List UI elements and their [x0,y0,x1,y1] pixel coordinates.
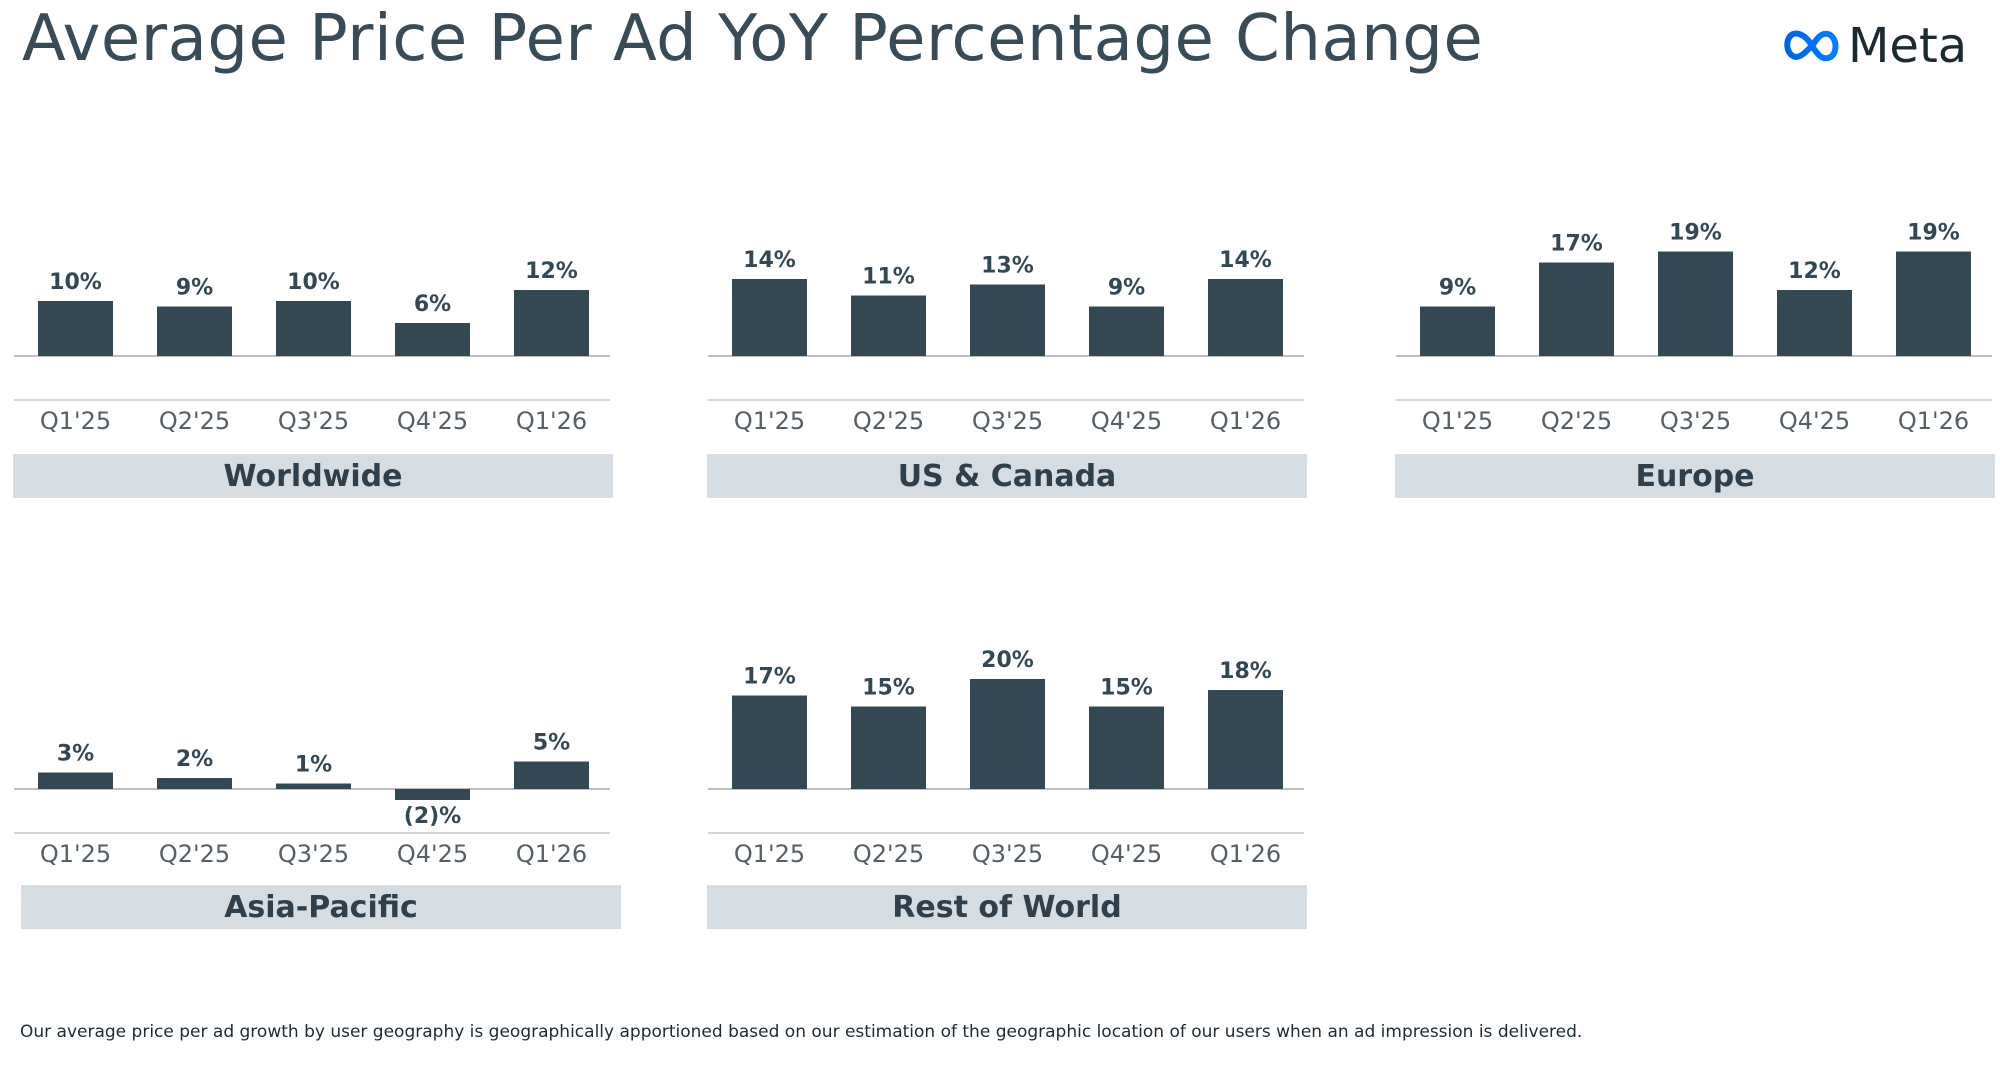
x-tick-label: Q3'25 [1660,407,1731,435]
x-tick-label: Q1'25 [734,407,805,435]
data-label: 5% [533,731,570,756]
data-label: 12% [525,259,578,284]
x-tick-label: Q3'25 [278,840,349,868]
bar-asia-pacific-5 [514,761,589,789]
bar-rest-of-world-1 [732,695,807,789]
data-label: 17% [743,665,796,690]
brand-logo: Meta [1782,18,1967,74]
data-label: 6% [414,292,451,317]
data-label: 14% [743,248,796,273]
chart-label-us-canada: US & Canada [707,454,1307,498]
data-label: 9% [1108,276,1145,301]
data-label: 9% [176,276,213,301]
bar-rest-of-world-2 [851,706,926,789]
bar-worldwide-2 [157,306,232,356]
data-label: 14% [1219,248,1272,273]
bar-worldwide-1 [38,301,113,356]
bar-asia-pacific-3 [276,783,351,789]
data-label: 19% [1669,221,1722,246]
bar-europe-4 [1777,290,1852,356]
bar-us-canada-1 [732,279,807,356]
bar-rest-of-world-4 [1089,706,1164,789]
chart-label-rest-of-world: Rest of World [707,885,1307,929]
bar-worldwide-3 [276,301,351,356]
x-tick-label: Q1'26 [516,407,587,435]
chart-label-asia-pacific: Asia-Pacific [21,885,621,929]
data-label: 10% [287,270,340,295]
data-label: 3% [57,742,94,767]
chart-label-worldwide: Worldwide [13,454,613,498]
brand-name: Meta [1848,18,1968,74]
data-label: 2% [176,747,213,772]
data-label: 20% [981,648,1034,673]
x-tick-label: Q2'25 [853,840,924,868]
data-label: 13% [981,254,1034,279]
data-label: 12% [1788,259,1841,284]
bar-us-canada-5 [1208,279,1283,356]
x-tick-label: Q1'26 [1210,407,1281,435]
x-tick-label: Q4'25 [397,407,468,435]
bar-europe-3 [1658,251,1733,356]
bar-worldwide-5 [514,290,589,356]
x-tick-label: Q3'25 [972,840,1043,868]
chart-rest-of-world: 17% Q1'25 15% Q2'25 20% Q3'25 15% Q4'25 18% Q1'26 [708,648,1304,868]
bar-europe-5 [1896,251,1971,356]
chart-asia-pacific: 3% Q1'25 2% Q2'25 1% Q3'25 (2)% Q4'25 5% Q1'26 [14,731,610,868]
bar-us-canada-4 [1089,306,1164,356]
data-label: 11% [862,265,915,290]
x-tick-label: Q2'25 [159,840,230,868]
x-tick-label: Q2'25 [853,407,924,435]
x-tick-label: Q1'25 [40,840,111,868]
x-tick-label: Q3'25 [972,407,1043,435]
x-tick-label: Q1'26 [1898,407,1969,435]
data-label: 15% [862,676,915,701]
data-label: 15% [1100,676,1153,701]
x-tick-label: Q4'25 [1091,840,1162,868]
bar-worldwide-4 [395,323,470,356]
bar-us-canada-2 [851,295,926,356]
data-label: 9% [1439,276,1476,301]
x-tick-label: Q1'26 [516,840,587,868]
x-tick-label: Q1'25 [1422,407,1493,435]
bar-europe-1 [1420,306,1495,356]
x-tick-label: Q2'25 [159,407,230,435]
x-tick-label: Q4'25 [1091,407,1162,435]
page-title: Average Price Per Ad YoY Percentage Chan… [22,2,1484,76]
x-tick-label: Q4'25 [397,840,468,868]
bar-europe-2 [1539,262,1614,356]
data-label: 18% [1219,659,1272,684]
bar-rest-of-world-5 [1208,690,1283,789]
bar-asia-pacific-2 [157,778,232,789]
chart-europe: 9% Q1'25 17% Q2'25 19% Q3'25 12% Q4'25 19% Q1'26 [1396,221,1992,435]
x-tick-label: Q3'25 [278,407,349,435]
x-tick-label: Q1'26 [1210,840,1281,868]
data-label: 17% [1550,232,1603,257]
x-tick-label: Q1'25 [734,840,805,868]
data-label: 19% [1907,221,1960,246]
data-label: (2)% [404,804,461,829]
bar-rest-of-world-3 [970,679,1045,789]
x-tick-label: Q4'25 [1779,407,1850,435]
bar-us-canada-3 [970,284,1045,356]
x-tick-label: Q2'25 [1541,407,1612,435]
bar-asia-pacific-4 [395,789,470,800]
chart-us-canada: 14% Q1'25 11% Q2'25 13% Q3'25 9% Q4'25 14% Q1'26 [708,248,1304,435]
footnote: Our average price per ad growth by user … [20,1022,1583,1042]
chart-worldwide: 10% Q1'25 9% Q2'25 10% Q3'25 6% Q4'25 12% Q1'26 [14,259,610,435]
chart-label-europe: Europe [1395,454,1995,498]
data-label: 10% [49,270,102,295]
x-tick-label: Q1'25 [40,407,111,435]
meta-infinity-logo-icon [1784,30,1839,62]
bar-asia-pacific-1 [38,772,113,789]
data-label: 1% [295,753,332,778]
